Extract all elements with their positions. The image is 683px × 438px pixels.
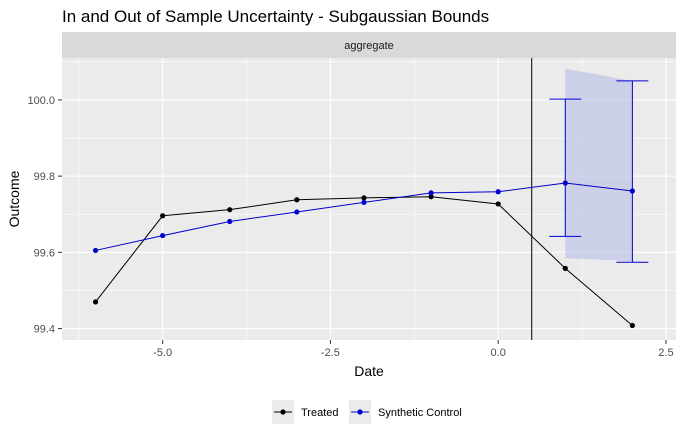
data-point-treated <box>629 322 635 329</box>
data-point-treated <box>160 213 166 219</box>
series-points-layer <box>92 180 635 329</box>
data-point-synthetic-control <box>495 189 501 195</box>
data-point-treated <box>428 194 434 200</box>
legend-item-synthetic-control: Synthetic Control <box>349 400 462 424</box>
facet-strip <box>62 32 676 58</box>
x-tick-label: -5.0 <box>153 347 172 359</box>
y-tick-label: 99.4 <box>34 324 55 336</box>
data-point-treated <box>562 265 568 271</box>
data-point-synthetic-control <box>92 247 99 254</box>
uncertainty-ribbon <box>565 68 633 262</box>
legend-item-treated: Treated <box>272 400 339 424</box>
error-bar-layer <box>549 80 649 263</box>
y-axis-ticks: 99.4 99.6 99.8 100.0 <box>27 95 62 336</box>
data-point-synthetic-control <box>294 209 300 215</box>
y-tick-label: 100.0 <box>27 95 55 107</box>
chart-title: In and Out of Sample Uncertainty - Subga… <box>62 7 489 26</box>
data-point-treated <box>361 195 367 201</box>
data-point-synthetic-control <box>361 199 367 206</box>
x-axis-title: Date <box>354 363 384 379</box>
y-axis-title: Outcome <box>6 170 22 227</box>
facet-label: aggregate <box>344 40 394 52</box>
x-tick-label: 2.5 <box>658 347 673 359</box>
data-point-synthetic-control <box>227 218 233 225</box>
data-point-treated <box>495 201 501 207</box>
x-tick-label: -2.5 <box>321 347 340 359</box>
legend: Treated Synthetic Control <box>272 400 462 424</box>
legend-label-synthetic-control: Synthetic Control <box>378 407 462 419</box>
data-point-treated <box>227 207 233 213</box>
legend-key-point <box>280 409 286 415</box>
legend-key-point <box>357 409 363 415</box>
y-tick-label: 99.6 <box>34 247 55 259</box>
legend-label-treated: Treated <box>301 407 339 419</box>
y-tick-label: 99.8 <box>34 171 55 183</box>
data-point-synthetic-control <box>629 188 635 194</box>
x-axis-ticks: -5.0 -2.5 0.0 2.5 <box>153 340 674 359</box>
data-point-synthetic-control <box>562 180 568 186</box>
data-point-treated <box>92 299 99 305</box>
x-tick-label: 0.0 <box>491 347 506 359</box>
data-point-treated <box>294 197 300 203</box>
data-point-synthetic-control <box>428 190 434 196</box>
uncertainty-ribbon-layer <box>565 68 633 262</box>
data-point-synthetic-control <box>160 232 166 239</box>
